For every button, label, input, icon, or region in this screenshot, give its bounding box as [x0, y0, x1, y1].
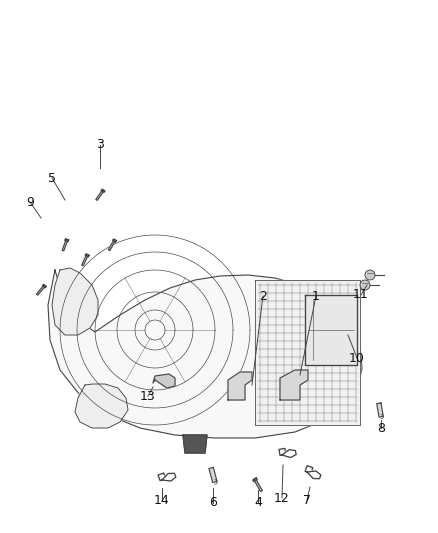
Polygon shape — [209, 467, 217, 482]
Text: 11: 11 — [353, 288, 369, 302]
Text: 3: 3 — [96, 139, 104, 151]
Polygon shape — [228, 372, 252, 400]
Text: 12: 12 — [274, 491, 290, 505]
Polygon shape — [255, 280, 360, 425]
Text: 4: 4 — [254, 497, 262, 510]
Polygon shape — [85, 254, 89, 257]
Polygon shape — [101, 189, 105, 192]
Polygon shape — [42, 284, 46, 288]
Circle shape — [365, 270, 375, 280]
Polygon shape — [377, 403, 383, 417]
Polygon shape — [48, 270, 362, 438]
Text: 2: 2 — [259, 289, 267, 303]
Text: 5: 5 — [48, 172, 56, 184]
Polygon shape — [305, 295, 357, 365]
Polygon shape — [62, 239, 68, 251]
Text: 9: 9 — [26, 196, 34, 208]
Polygon shape — [82, 254, 88, 266]
Text: 7: 7 — [303, 494, 311, 506]
Polygon shape — [65, 239, 69, 241]
Polygon shape — [75, 384, 128, 428]
Text: 10: 10 — [349, 351, 365, 365]
Polygon shape — [52, 268, 98, 335]
Text: 14: 14 — [154, 495, 170, 507]
Text: 1: 1 — [312, 289, 320, 303]
Polygon shape — [183, 435, 207, 453]
Polygon shape — [254, 479, 262, 491]
Polygon shape — [36, 285, 46, 295]
Polygon shape — [113, 239, 117, 242]
Polygon shape — [280, 370, 308, 400]
Text: 8: 8 — [377, 422, 385, 434]
Polygon shape — [253, 478, 257, 482]
Circle shape — [360, 280, 370, 290]
Polygon shape — [153, 374, 175, 388]
Text: 6: 6 — [209, 497, 217, 510]
Text: 13: 13 — [140, 390, 156, 402]
Polygon shape — [96, 190, 104, 200]
Polygon shape — [108, 239, 116, 251]
